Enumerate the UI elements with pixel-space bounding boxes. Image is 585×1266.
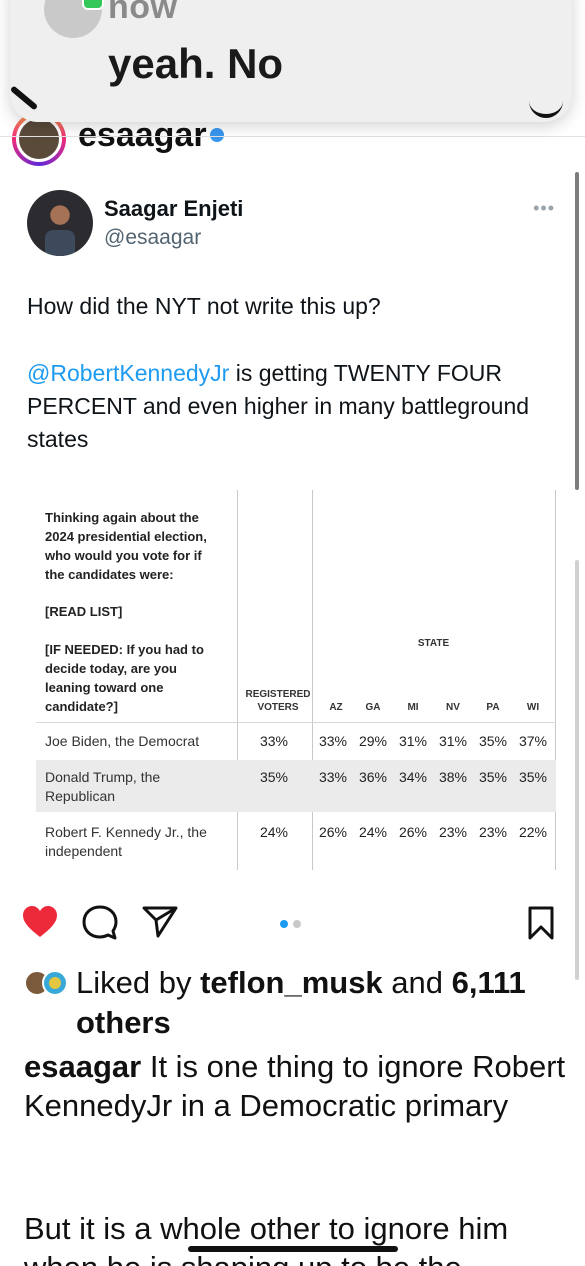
liked-by-user[interactable]: teflon_musk xyxy=(200,965,383,1000)
state-header: STATE xyxy=(417,638,450,649)
ink-mark xyxy=(529,92,563,118)
cell: 31% xyxy=(398,733,428,749)
tweet-mention: @RobertKennedyJr xyxy=(27,360,230,386)
state-wi: WI xyxy=(526,702,540,713)
cell: 37% xyxy=(518,733,548,749)
caption-second: But it is a whole other to ignore him xyxy=(24,1211,509,1246)
caption-third: when he is shaping up to be the xyxy=(24,1248,569,1266)
messages-badge-icon xyxy=(82,0,104,10)
heart-icon[interactable] xyxy=(22,905,58,939)
cell-rv: 33% xyxy=(259,733,289,749)
notification-message: yeah. No xyxy=(108,40,284,87)
state-ga: GA xyxy=(365,702,381,713)
registered-voters-header: REGISTERED VOTERS xyxy=(245,689,311,713)
row-label-trump: Donald Trump, the Republican xyxy=(45,769,161,804)
state-pa: PA xyxy=(486,702,500,713)
carousel-indicator xyxy=(280,915,306,933)
scrollbar[interactable] xyxy=(575,172,579,490)
caption-text: It is one thing to ignore Robert Kennedy… xyxy=(24,1049,566,1123)
cell: 33% xyxy=(318,769,348,785)
liked-by-avatars xyxy=(24,970,76,996)
cell: 22% xyxy=(518,824,548,840)
table-row-shade xyxy=(36,760,556,812)
cell: 33% xyxy=(318,733,348,749)
poll-question: Thinking again about the 2024 presidenti… xyxy=(45,510,207,582)
state-az: AZ xyxy=(329,702,343,713)
poll-read-list: [READ LIST] xyxy=(45,604,123,619)
tweet-text-body: @RobertKennedyJr is getting TWENTY FOUR … xyxy=(27,357,567,456)
verified-icon xyxy=(210,128,224,142)
state-mi: MI xyxy=(407,702,419,713)
caption-username[interactable]: esaagar xyxy=(24,1049,142,1084)
bookmark-icon[interactable] xyxy=(527,905,555,941)
carousel-dot xyxy=(293,920,301,928)
cell-rv: 35% xyxy=(259,769,289,785)
tweet-card: Saagar Enjeti @esaagar ••• How did the N… xyxy=(0,172,585,884)
liked-by-others[interactable]: 6,111 others xyxy=(76,965,526,1040)
more-icon: ••• xyxy=(533,198,555,218)
home-indicator[interactable] xyxy=(188,1246,398,1252)
caption-first: esaagar It is one thing to ignore Robert… xyxy=(24,1047,569,1125)
cell-rv: 24% xyxy=(259,824,289,840)
cell: 26% xyxy=(318,824,348,840)
post-actions xyxy=(0,895,585,955)
header-divider xyxy=(0,136,585,137)
tweet-author-avatar xyxy=(27,190,93,256)
tweet-text-line1: How did the NYT not write this up? xyxy=(27,293,381,319)
tweet-text-rest: is getting TWENTY FOUR PERCENT and even … xyxy=(27,360,530,452)
cell: 36% xyxy=(358,769,388,785)
scrollbar-track xyxy=(575,560,579,980)
cell: 35% xyxy=(518,769,548,785)
cell: 38% xyxy=(438,769,468,785)
send-icon[interactable] xyxy=(142,905,178,939)
cell: 23% xyxy=(478,824,508,840)
cell: 34% xyxy=(398,769,428,785)
row-label-biden: Joe Biden, the Democrat xyxy=(45,733,200,749)
state-nv: NV xyxy=(446,702,460,713)
cell: 31% xyxy=(438,733,468,749)
tweet-author-handle: @esaagar xyxy=(104,226,202,249)
comment-icon[interactable] xyxy=(82,905,118,941)
liked-by-text[interactable]: Liked by teflon_musk and 6,111 others xyxy=(76,965,526,1040)
cell: 26% xyxy=(398,824,428,840)
post-author-username[interactable]: esaagar xyxy=(78,116,207,154)
carousel-dot-active xyxy=(280,920,288,928)
cell: 29% xyxy=(358,733,388,749)
row-label-kennedy: Robert F. Kennedy Jr., the independent xyxy=(45,824,207,859)
cell: 35% xyxy=(478,733,508,749)
poll-table: Thinking again about the 2024 presidenti… xyxy=(0,490,585,870)
notification-time: now xyxy=(108,0,178,26)
cell: 23% xyxy=(438,824,468,840)
notification-banner[interactable]: now yeah. No xyxy=(10,0,572,122)
tweet-author-name: Saagar Enjeti xyxy=(104,196,244,221)
cell: 24% xyxy=(358,824,388,840)
poll-if-needed: [IF NEEDED: If you had to decide today, … xyxy=(45,642,204,714)
cell: 35% xyxy=(478,769,508,785)
